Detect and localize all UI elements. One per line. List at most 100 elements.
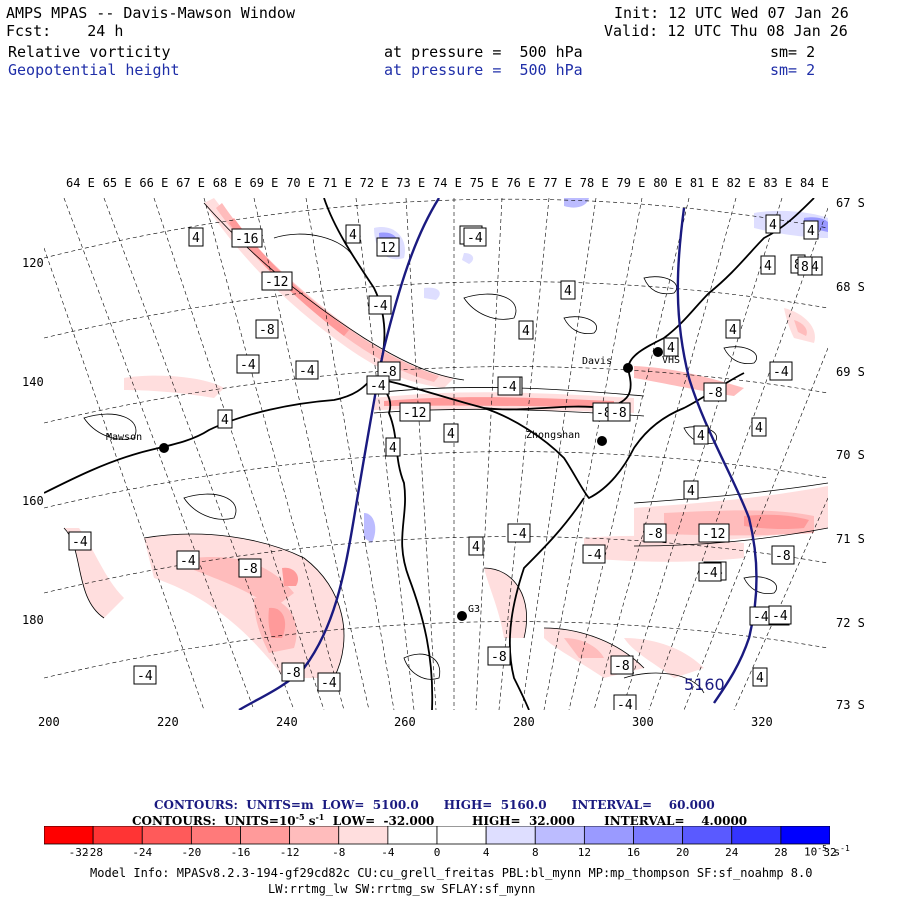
vort-value-label: -8	[703, 382, 727, 402]
vort-value-label: -8	[255, 319, 279, 339]
svg-text:4: 4	[472, 540, 480, 555]
vort-value-label: -4	[582, 544, 606, 564]
colorbar-tick: -28	[83, 846, 104, 859]
vort-value-label: 12	[376, 237, 400, 257]
vort-value-label: 4	[385, 437, 401, 457]
contours-height: CONTOURS: UNITS=m LOW= 5100.0 HIGH= 5160…	[154, 798, 715, 812]
vort-value-label: -12	[261, 271, 293, 291]
colorbar-tick: 16	[626, 846, 641, 859]
svg-text:-8: -8	[285, 666, 301, 681]
colorbar-swatch	[682, 826, 733, 845]
cb-units-exp: -5	[817, 844, 827, 853]
colorbar-swatch	[731, 826, 782, 845]
colorbar-swatch	[485, 826, 536, 845]
contours2-exp2: -1	[315, 812, 325, 822]
contours2-exp: -5	[295, 812, 305, 822]
vort-value-label: 4	[752, 667, 768, 687]
svg-text:-4: -4	[501, 380, 517, 395]
vort-value-label: -4	[698, 562, 722, 582]
svg-text:-8: -8	[707, 386, 723, 401]
svg-text:-4: -4	[321, 676, 337, 691]
vort-value-label: -4	[368, 295, 392, 315]
colorbar-tick: -32	[68, 846, 89, 859]
svg-text:4: 4	[522, 324, 530, 339]
colorbar-tick: -12	[279, 846, 300, 859]
colorbar-tick: 0	[433, 846, 441, 859]
colorbar	[44, 826, 830, 845]
colorbar-swatch	[92, 826, 143, 845]
vort-value-label: -4	[768, 605, 792, 625]
lon-label: 75 E	[469, 176, 499, 190]
lon-label: 73 E	[396, 176, 426, 190]
lon-label: 80 E	[653, 176, 683, 190]
vort-value-label: 4	[468, 536, 484, 556]
colorbar-tick: 12	[577, 846, 591, 859]
colorbar-swatch	[436, 826, 487, 845]
vort-value-label: 4	[345, 224, 361, 244]
lat-label: 72 S	[836, 616, 865, 630]
lon-label: 78 E	[579, 176, 609, 190]
vort-value-label: -8	[281, 662, 305, 682]
vort-value-label: -16	[231, 228, 263, 248]
station-marker	[623, 363, 633, 373]
svg-text:-16: -16	[235, 232, 258, 247]
svg-text:4: 4	[389, 441, 397, 456]
colorbar-tick: 20	[676, 846, 690, 859]
lon-label: 83 E	[763, 176, 793, 190]
svg-text:4: 4	[811, 260, 819, 275]
colorbar-swatch	[780, 826, 830, 845]
cb-units: 10	[804, 845, 818, 859]
svg-text:4: 4	[349, 228, 357, 243]
svg-text:-8: -8	[259, 323, 275, 338]
svg-text:-4: -4	[586, 548, 602, 563]
lat-label: 69 S	[836, 365, 865, 379]
svg-text:-4: -4	[372, 299, 388, 314]
station-marker	[159, 443, 169, 453]
svg-text:8: 8	[801, 260, 809, 275]
graticule	[44, 198, 828, 710]
vort-value-label: -8	[643, 523, 667, 543]
svg-text:-4: -4	[72, 535, 88, 550]
forecast-hour: Fcst: 24 h	[6, 22, 124, 40]
station-label: Mawson	[106, 432, 142, 443]
lat-label: 73 S	[836, 698, 865, 712]
station-label: Zhongshan	[526, 430, 580, 441]
colorbar-swatch	[141, 826, 192, 845]
x-label: 240	[276, 715, 298, 729]
svg-text:-4: -4	[773, 365, 789, 380]
svg-text:-4: -4	[753, 610, 769, 625]
vort-value-label: -4	[507, 523, 531, 543]
vort-value-label: -8	[610, 655, 634, 675]
svg-text:-8: -8	[647, 527, 663, 542]
vort-value-label: -8	[607, 402, 631, 422]
vort-value-label: -4	[769, 361, 793, 381]
colorbar-tick: 32	[823, 846, 837, 859]
vort-value-label: -4	[497, 376, 521, 396]
colorbar-tick: 8	[531, 846, 539, 859]
map-background	[44, 198, 828, 710]
svg-text:4: 4	[769, 218, 777, 233]
lon-label: 84 E	[800, 176, 829, 190]
colorbar-swatch	[633, 826, 684, 845]
contours2-post: s	[304, 814, 316, 828]
lon-label: 67 E	[176, 176, 205, 190]
vort-value-label: -4	[463, 227, 487, 247]
vort-value-label: 4	[693, 425, 709, 445]
svg-text:-4: -4	[240, 358, 256, 373]
cb-units-s: s	[826, 845, 841, 859]
y-label: 140	[22, 375, 44, 389]
lon-label: 71 E	[322, 176, 352, 190]
vort-value-label: -8	[771, 545, 795, 565]
vort-value-label: 4	[217, 409, 233, 429]
svg-text:-12: -12	[702, 527, 725, 542]
vort-value-label: 4	[188, 227, 204, 247]
svg-text:4: 4	[697, 429, 705, 444]
station-marker	[597, 436, 607, 446]
valid-time: Valid: 12 UTC Thu 08 Jan 26	[604, 22, 848, 40]
x-label: 200	[38, 715, 60, 729]
lon-label: 68 E	[212, 176, 242, 190]
x-label: 280	[513, 715, 535, 729]
svg-text:-8: -8	[491, 650, 507, 665]
field1-name: Relative vorticity	[8, 43, 171, 61]
